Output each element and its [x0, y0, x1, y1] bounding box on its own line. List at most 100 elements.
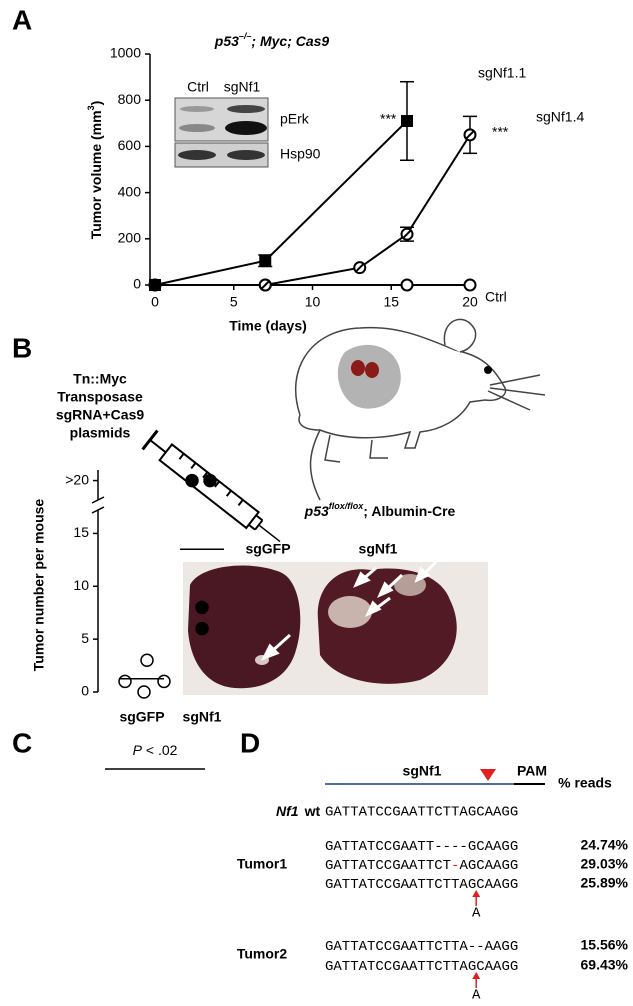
western-blot-inset — [174, 97, 269, 168]
marker-slash — [260, 280, 270, 290]
blot-band — [227, 150, 265, 160]
injection-label: Tn::Myc — [73, 371, 127, 387]
genotype-label-part: p53 — [304, 503, 329, 519]
read-percentage: 69.43% — [581, 957, 629, 973]
y-tick-label: 5 — [81, 630, 89, 646]
y-axis-label: Tumor volume (mm3) — [86, 101, 103, 240]
tumor-label: Tumor1 — [237, 856, 288, 872]
mouse — [295, 318, 546, 501]
data-point — [185, 473, 199, 488]
marker-circle — [400, 278, 414, 292]
blot-band-label: Hsp90 — [280, 146, 321, 162]
wt-label: Nf1 wt — [276, 803, 320, 819]
y-axis-label-part: 3 — [86, 105, 96, 110]
group-label: sgNf1 — [359, 541, 398, 557]
marker-square — [149, 279, 161, 291]
p-value-annotation-part: < .02 — [146, 742, 178, 758]
panel-label: B — [12, 332, 32, 363]
panel-label: D — [240, 727, 260, 758]
significance: *** — [380, 111, 397, 127]
series-label: Ctrl — [485, 289, 507, 305]
data-point — [258, 278, 272, 292]
x-tick-label: sgGFP — [119, 709, 164, 725]
inserted-base: A — [472, 988, 481, 1004]
blot-lane-label: sgNf1 — [224, 79, 261, 95]
y-tick-label: 0 — [133, 276, 141, 292]
sequence-part: GATTATCCGAATTCT — [325, 858, 451, 874]
x-tick-label: 0 — [151, 294, 159, 310]
genotype-label-part: flox/flox — [329, 501, 364, 511]
data-point — [195, 600, 209, 615]
marker-slash — [402, 229, 412, 239]
sequence: GATTATCCGAATT----GCAAGG — [325, 839, 518, 855]
insertion-arrowhead — [472, 972, 481, 979]
marker-square — [401, 114, 413, 127]
sequence-part: - — [451, 858, 459, 874]
insertion-arrowhead — [472, 890, 481, 897]
x-tick-label: sgNf1 — [183, 709, 222, 725]
injection-label: Transposase — [57, 389, 143, 405]
y-tick-label: 200 — [118, 230, 142, 246]
y-tick-label: 600 — [118, 137, 142, 153]
data-point — [400, 278, 414, 292]
blot-band — [179, 124, 215, 132]
blot-band-panel — [174, 97, 269, 142]
chart-title-part: ; Myc; Cas9 — [251, 33, 329, 49]
group-label: sgGFP — [245, 541, 290, 557]
y-axis-label-part: ) — [88, 101, 104, 106]
sequence: GATTATCCGAATTCTTAGCAAGG — [325, 877, 518, 893]
y-tick-label: 10 — [73, 577, 89, 593]
pam-label: PAM — [517, 763, 547, 779]
guide-label: sgNf1 — [403, 763, 442, 779]
genotype-label: p53flox/flox; Albumin-Cre — [304, 501, 456, 518]
x-tick-label: 5 — [230, 294, 238, 310]
y-tick-label: >20 — [65, 471, 89, 487]
marker-slash — [465, 130, 475, 140]
mouse-eye — [484, 366, 492, 374]
sequence-part: CAAGG — [476, 877, 518, 893]
series-label: sgNf1.1 — [478, 65, 526, 81]
data-point — [195, 621, 209, 636]
x-tick-label: 15 — [383, 294, 399, 310]
blot-band — [178, 150, 216, 160]
genotype-label-part: ; Albumin-Cre — [363, 503, 455, 519]
data-point — [118, 674, 132, 689]
chart-title-part: –/– — [239, 31, 252, 41]
blot-band — [180, 106, 214, 112]
read-percentage: 25.89% — [581, 875, 629, 891]
blot-band — [227, 105, 265, 113]
tumor-spot — [365, 362, 379, 378]
reads-header: % reads — [558, 775, 612, 791]
data-point — [353, 261, 367, 275]
p-value-annotation-part: P — [133, 742, 143, 758]
y-tick-label: 0 — [81, 683, 89, 699]
sequence-part: CAAGG — [476, 959, 518, 975]
y-axis-label-part: Tumor volume (mm — [88, 110, 104, 239]
sequence-part: GATTATCCGAATT----GCAAGG — [325, 839, 518, 855]
data-point — [203, 473, 217, 488]
sequence-part: AGCAAGG — [459, 858, 518, 874]
inserted-base: A — [472, 906, 481, 922]
chart-title: p53–/–; Myc; Cas9 — [214, 31, 330, 48]
read-percentage: 15.56% — [581, 937, 629, 953]
y-tick-label: 15 — [73, 524, 89, 540]
read-percentage: 29.03% — [581, 856, 629, 872]
axis-break-gap — [92, 500, 104, 510]
x-axis-label: Time (days) — [229, 318, 307, 334]
gene-name: Nf1 — [276, 803, 299, 819]
significance: *** — [492, 124, 509, 140]
marker-circle — [463, 278, 477, 292]
tumor-label: Tumor2 — [237, 946, 288, 962]
y-tick-label: 400 — [118, 183, 142, 199]
sequence-part: GATTATCCGAATTCTTAG — [325, 959, 476, 975]
read-percentage: 24.74% — [581, 837, 629, 853]
data-point — [463, 128, 477, 142]
blot-band-label: pErk — [280, 111, 310, 127]
data-point — [463, 278, 477, 292]
data-point — [137, 685, 151, 699]
cut-site — [480, 769, 496, 781]
sequence-part: GATTATCCGAATTCTTAG — [325, 877, 476, 893]
sequence: GATTATCCGAATTCTTAGCAAGG — [325, 959, 518, 975]
x-tick-label: 20 — [462, 294, 478, 310]
